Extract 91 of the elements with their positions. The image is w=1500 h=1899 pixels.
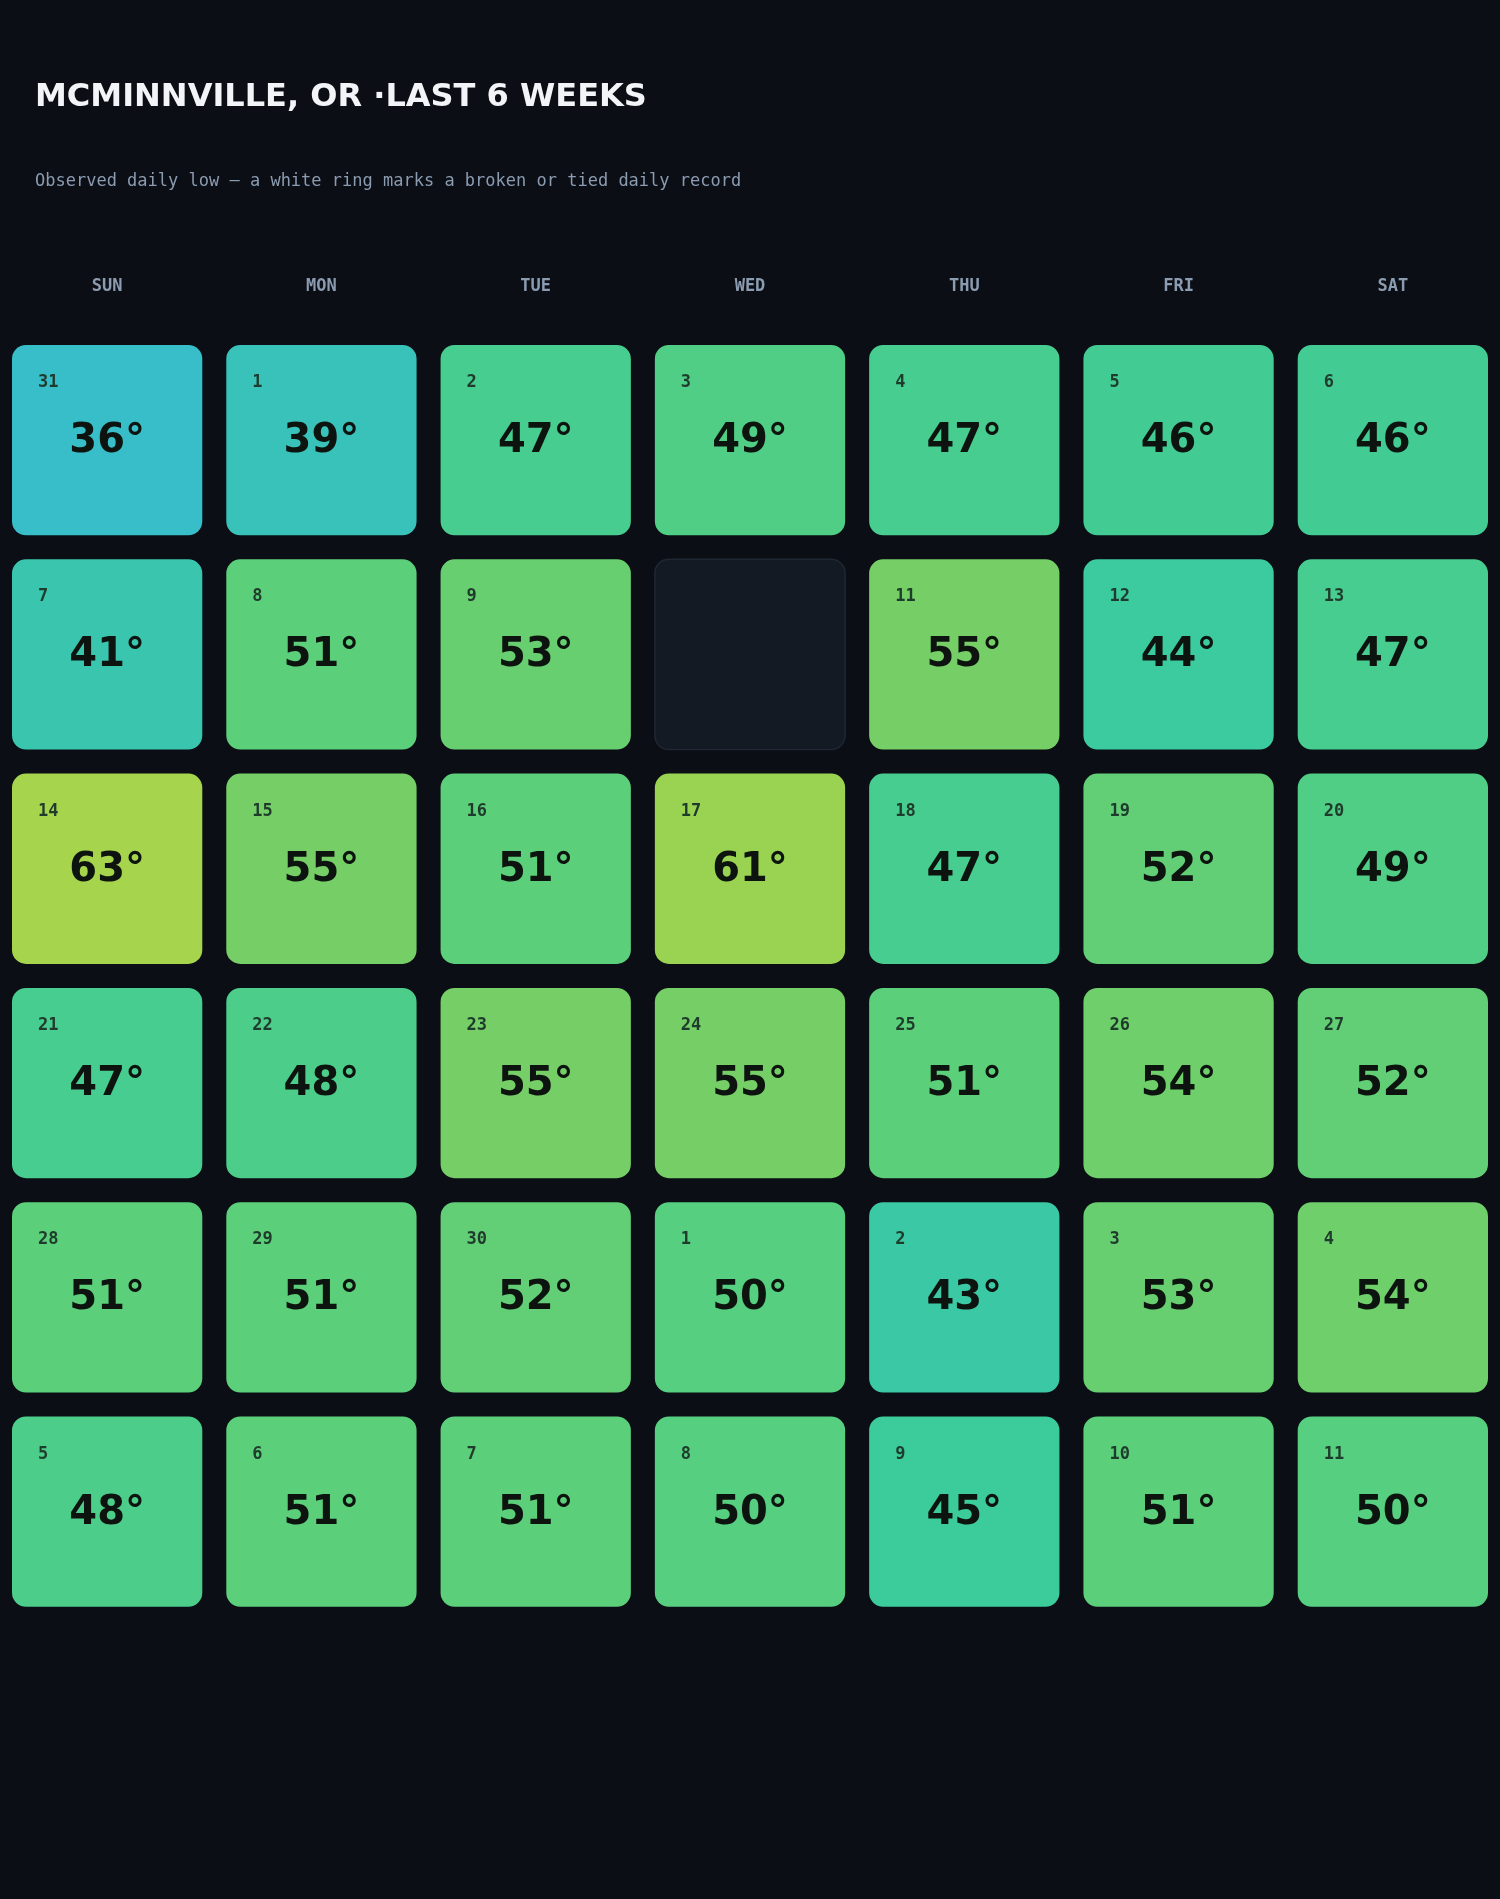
annotation: 24	[680, 1013, 702, 1034]
data-label: 51°	[1140, 1486, 1217, 1533]
data-label: 55°	[712, 1058, 788, 1105]
annotation: 16	[466, 799, 488, 820]
data-label: 47°	[1355, 629, 1431, 676]
annotation: 2	[895, 1228, 906, 1249]
annotation: 10	[1109, 1442, 1130, 1463]
x-tick-label: MON	[306, 274, 337, 295]
annotation: 9	[895, 1442, 906, 1463]
data-label: 55°	[497, 1058, 574, 1105]
annotation: 5	[1109, 371, 1120, 391]
data-label: 36°	[69, 415, 145, 462]
annotation: 5	[38, 1442, 49, 1463]
data-label: 54°	[1355, 1272, 1431, 1319]
data-label: 50°	[712, 1272, 788, 1319]
annotation: 21	[38, 1013, 59, 1034]
annotation: 4	[1323, 1228, 1334, 1249]
annotation: 1	[680, 1228, 692, 1249]
annotation: 3	[680, 371, 692, 391]
annotation: 14	[38, 799, 59, 820]
annotation: 12	[1109, 585, 1130, 606]
data-label: 50°	[1355, 1486, 1431, 1533]
annotation: 6	[1323, 371, 1334, 391]
data-label: 48°	[283, 1058, 360, 1105]
annotation: 27	[1323, 1013, 1345, 1034]
chart-title: MCMINNVILLE, OR ·LAST 6 WEEKS	[35, 76, 647, 114]
annotation: 15	[252, 799, 273, 820]
data-label: 39°	[283, 415, 360, 462]
annotation: 29	[252, 1228, 273, 1249]
data-label: 55°	[283, 843, 360, 890]
annotation: 25	[895, 1013, 916, 1034]
data-label: 51°	[283, 1486, 360, 1533]
data-label: 47°	[926, 415, 1003, 462]
data-label: 51°	[283, 629, 360, 676]
annotation: 4	[895, 371, 906, 391]
annotation: 20	[1323, 799, 1345, 820]
data-label: 63°	[69, 843, 145, 890]
data-label: 53°	[1140, 1272, 1217, 1319]
x-tick-label: WED	[734, 274, 766, 295]
annotation: 28	[38, 1228, 59, 1249]
data-label: 47°	[497, 415, 574, 462]
annotation: 1	[252, 371, 263, 391]
data-label: 51°	[283, 1272, 360, 1319]
data-label: 50°	[712, 1486, 788, 1533]
data-label: 43°	[926, 1272, 1003, 1319]
annotation: 23	[466, 1013, 488, 1034]
annotation: 26	[1109, 1013, 1130, 1034]
data-label: 46°	[1355, 415, 1431, 462]
annotation: 17	[680, 799, 702, 820]
annotation: 11	[1323, 1442, 1345, 1463]
data-label: 61°	[712, 843, 788, 890]
data-label: 49°	[712, 415, 788, 462]
data-label: 52°	[1140, 843, 1217, 890]
annotation: 9	[466, 585, 477, 606]
chart-subtitle: Observed daily low — a white ring marks a broken or tied daily record	[35, 169, 742, 190]
annotation: 7	[466, 1442, 477, 1463]
annotation: 11	[895, 585, 916, 606]
data-label: 47°	[69, 1058, 145, 1105]
data-label: 44°	[1140, 629, 1217, 676]
data-label: 48°	[69, 1486, 145, 1533]
x-tick-label: SAT	[1377, 274, 1409, 295]
x-tick-label: FRI	[1163, 274, 1194, 295]
data-label: 51°	[926, 1058, 1003, 1105]
data-label: 41°	[69, 629, 145, 676]
annotation: 7	[38, 585, 49, 606]
x-tick-label: TUE	[520, 274, 552, 295]
data-label: 45°	[926, 1486, 1003, 1533]
data-label: 55°	[926, 629, 1003, 676]
x-tick-label: THU	[948, 274, 980, 295]
data-label: 51°	[497, 843, 574, 890]
data-label: 47°	[926, 843, 1003, 890]
data-label: 46°	[1140, 415, 1217, 462]
data-label: 52°	[1355, 1058, 1431, 1105]
annotation: 18	[895, 799, 916, 820]
x-tick-label: SUN	[91, 274, 123, 295]
annotation: 8	[680, 1442, 692, 1463]
data-label: 54°	[1140, 1058, 1217, 1105]
annotation: 19	[1109, 799, 1130, 820]
data-label: 52°	[497, 1272, 574, 1319]
annotation: 2	[466, 371, 477, 391]
annotation: 13	[1323, 585, 1345, 606]
annotation: 31	[38, 371, 59, 391]
annotation: 8	[252, 585, 263, 606]
data-label: 49°	[1355, 843, 1431, 890]
annotation: 3	[1109, 1228, 1120, 1249]
annotation: 22	[252, 1013, 273, 1034]
data-label: 53°	[497, 629, 574, 676]
data-label: 51°	[69, 1272, 145, 1319]
annotation: 6	[252, 1442, 263, 1463]
data-label: 51°	[497, 1486, 574, 1533]
annotation: 30	[466, 1228, 488, 1249]
